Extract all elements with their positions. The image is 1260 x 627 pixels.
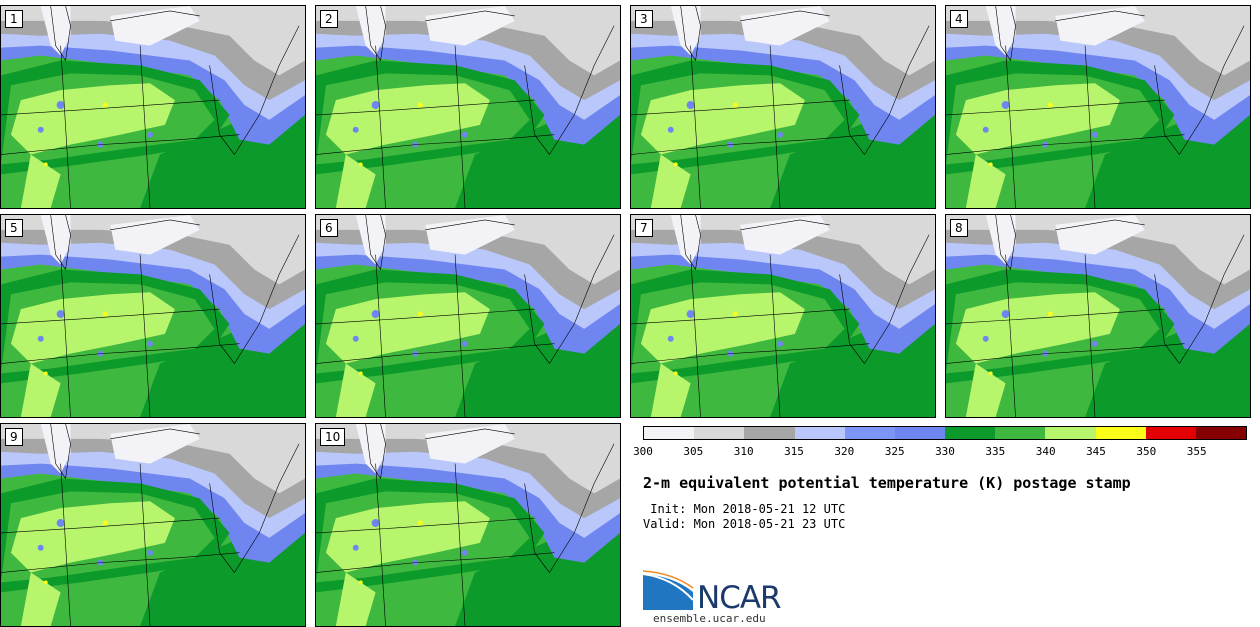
colorbar-tick-label: 345 — [1086, 445, 1106, 458]
ncar-logo-icon — [643, 570, 694, 610]
colorbar-tick-label: 355 — [1186, 445, 1207, 458]
colorbar-swatch-9 — [1095, 427, 1146, 439]
member-label: 2 — [320, 10, 338, 28]
colorbar-swatch-2 — [744, 427, 795, 439]
colorbar-swatch-4 — [844, 427, 895, 439]
colorbar-tick-label: 330 — [935, 445, 955, 458]
colorbar-swatch-11 — [1195, 427, 1247, 439]
member-label: 9 — [5, 428, 23, 446]
colorbar — [643, 426, 1247, 440]
member-panel-8: 8 — [945, 214, 1251, 418]
member-panel-3: 3 — [630, 5, 936, 209]
colorbar-swatch-6 — [945, 427, 996, 439]
member-panel-1: 1 — [0, 5, 306, 209]
member-panel-9: 9 — [0, 423, 306, 627]
colorbar-tick-label: 315 — [784, 445, 804, 458]
member-label: 10 — [320, 428, 346, 446]
colorbar-swatch-10 — [1145, 427, 1196, 439]
colorbar-swatch-7 — [995, 427, 1046, 439]
colorbar-tick-label: 340 — [1035, 445, 1056, 458]
member-panel-5: 5 — [0, 214, 306, 418]
website-link[interactable]: ensemble.ucar.edu — [653, 612, 766, 625]
member-label: 7 — [635, 219, 653, 237]
member-label: 8 — [950, 219, 968, 237]
colorbar-tick-label: 305 — [683, 445, 704, 458]
colorbar-tick-label: 350 — [1136, 445, 1157, 458]
member-panel-4: 4 — [945, 5, 1251, 209]
member-label: 3 — [635, 10, 653, 28]
colorbar-tick-label: 320 — [834, 445, 855, 458]
colorbar-tick-label: 300 — [633, 445, 653, 458]
init-time: Init: Mon 2018-05-21 12 UTC — [643, 502, 846, 516]
member-panel-2: 2 — [315, 5, 621, 209]
valid-time: Valid: Mon 2018-05-21 23 UTC — [643, 517, 846, 531]
member-panel-7: 7 — [630, 214, 936, 418]
colorbar-swatch-0 — [644, 427, 695, 439]
member-label: 6 — [320, 219, 338, 237]
member-panel-6: 6 — [315, 214, 621, 418]
colorbar-swatch-3 — [794, 427, 845, 439]
member-label: 5 — [5, 219, 23, 237]
member-label: 4 — [950, 10, 968, 28]
colorbar-swatch-8 — [1045, 427, 1096, 439]
colorbar-tick-label: 310 — [733, 445, 754, 458]
colorbar-swatch-1 — [694, 427, 745, 439]
ncar-logo-text: NCAR — [697, 580, 782, 616]
colorbar-swatch-5 — [894, 427, 946, 439]
colorbar-ticks: 300 305 310 315 320 325 330 335 340 345 350 355 — [633, 445, 1247, 459]
member-label: 1 — [5, 10, 23, 28]
colorbar-tick-label: 325 — [884, 445, 905, 458]
colorbar-tick-label: 335 — [985, 445, 1006, 458]
figure-title: 2-m equivalent potential temperature (K)… — [643, 474, 1131, 492]
member-panel-10: 10 — [315, 423, 621, 627]
